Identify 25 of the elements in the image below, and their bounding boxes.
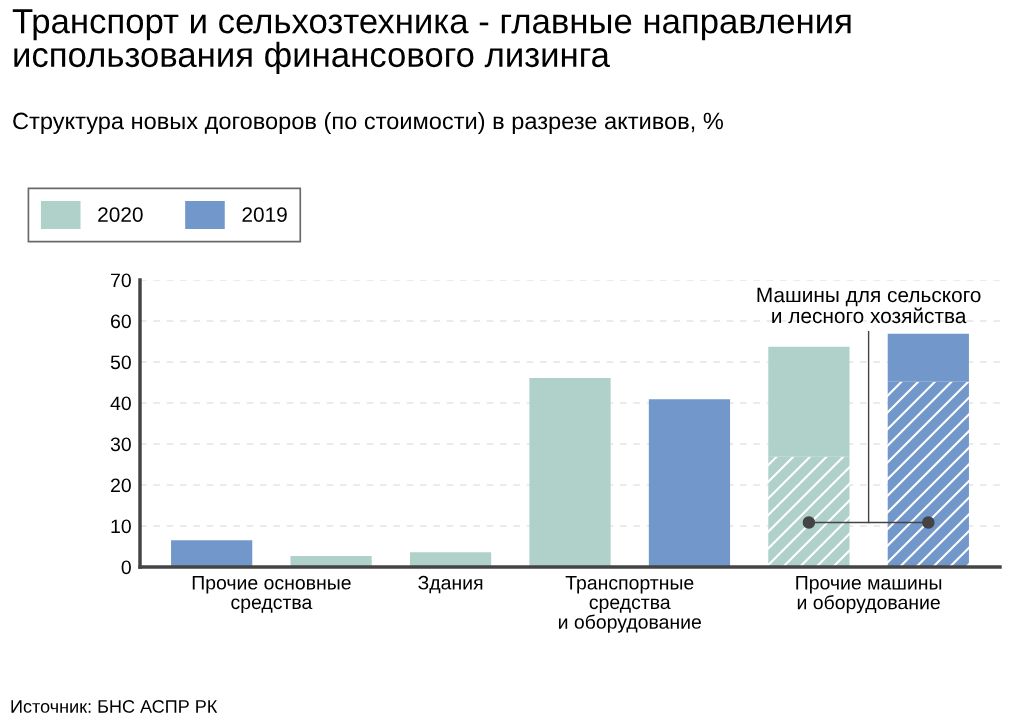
- bar: [768, 456, 850, 567]
- bar: [529, 377, 611, 567]
- chart-title: Транспорт и сельхозтехника - главные направления использования финансового лизинга: [12, 9, 851, 74]
- bar: [887, 381, 969, 567]
- y-tick-label: 60: [111, 314, 131, 329]
- text: Источник: БНС АСПР РК: [11, 700, 218, 713]
- bar: [768, 346, 850, 457]
- bar: [171, 540, 253, 567]
- y-tick-label: 30: [110, 437, 131, 452]
- y-tick-label: 0: [121, 560, 131, 575]
- bar: [648, 399, 731, 567]
- annotation: Машины для сельского и лесного хозяйства: [757, 287, 981, 324]
- y-tick-label: 10: [111, 519, 131, 534]
- x-tick-label: Транспортные средства и оборудование: [558, 576, 701, 633]
- x-tick-label: Прочие машины и оборудование: [796, 576, 942, 614]
- legend-label: 2020: [98, 207, 143, 222]
- y-tick-label: 20: [111, 478, 131, 493]
- x-tick-label: Здания: [418, 575, 483, 594]
- y-tick-label: 50: [110, 355, 131, 370]
- chart-subtitle: Структура новых договоров (по стоимости) в разрезе активов, %: [13, 112, 723, 135]
- legend-label: 2019: [242, 207, 287, 222]
- y-tick-label: 70: [111, 273, 131, 288]
- bar: [887, 333, 969, 382]
- y-tick-label: 40: [110, 396, 131, 411]
- x-tick-label: Прочие основные средства: [192, 576, 351, 613]
